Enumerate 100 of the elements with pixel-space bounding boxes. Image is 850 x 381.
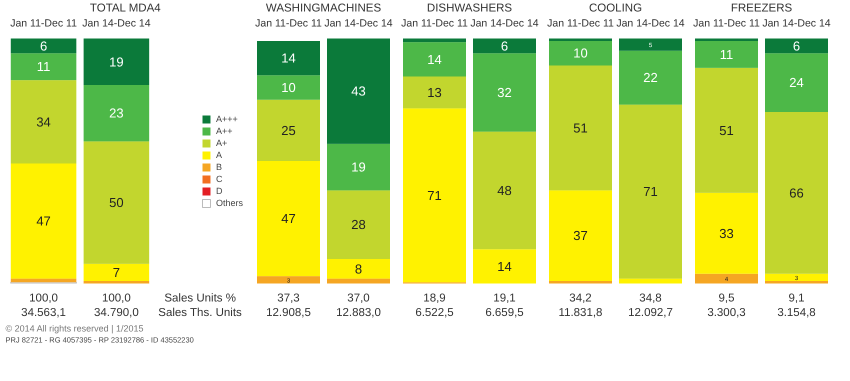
data-label: 7 xyxy=(112,264,120,280)
chart-title: TOTAL MDA4 xyxy=(90,2,162,14)
bar xyxy=(10,53,76,80)
data-label: 19 xyxy=(351,160,366,175)
text: 12.883,0 xyxy=(336,306,381,319)
data-label: 51 xyxy=(719,122,734,138)
data-label: 19 xyxy=(109,54,124,70)
x-tick-label: Jan 14-Dec 14 xyxy=(616,18,685,30)
bar xyxy=(84,264,150,282)
data-label: 37 xyxy=(573,228,588,244)
bar xyxy=(327,144,390,190)
chart-title: WASHINGMACHINES xyxy=(266,2,382,14)
bar xyxy=(765,112,828,274)
bar xyxy=(473,53,536,132)
legend-label: A+++ xyxy=(216,114,238,124)
legend-label: D xyxy=(216,186,224,196)
data-label: 14 xyxy=(497,258,512,274)
text: 100,0 xyxy=(102,292,131,304)
data-label: 6 xyxy=(792,38,800,54)
bar xyxy=(619,278,682,284)
bar xyxy=(84,38,150,86)
data-label: 51 xyxy=(573,120,588,136)
bar xyxy=(403,108,466,282)
text: 9,5 xyxy=(718,292,735,304)
text: 19,1 xyxy=(493,292,516,304)
bar xyxy=(473,132,536,250)
data-label: 50 xyxy=(109,195,124,210)
data-label: 28 xyxy=(351,217,366,232)
bar xyxy=(10,80,76,164)
chart-title: FREEZERS xyxy=(730,2,792,14)
text: 9,1 xyxy=(788,292,805,304)
x-tick-label: Jan 14-Dec 14 xyxy=(762,18,831,30)
data-label: 43 xyxy=(351,84,366,99)
text: 100,0 xyxy=(29,292,58,304)
text: 3.300,3 xyxy=(707,306,746,319)
bar xyxy=(257,75,320,100)
legend-label: C xyxy=(216,174,224,184)
text: Sales Units % xyxy=(164,292,236,304)
bar xyxy=(473,38,536,54)
text: 6.522,5 xyxy=(415,306,454,319)
bar xyxy=(403,42,466,76)
bar xyxy=(765,38,828,54)
text: 37,0 xyxy=(347,292,370,304)
bar xyxy=(327,259,390,279)
data-label: 6 xyxy=(40,38,48,54)
bar xyxy=(619,50,682,105)
data-label: 10 xyxy=(573,46,588,61)
data-label: 47 xyxy=(36,214,51,229)
bar xyxy=(10,163,76,279)
bar xyxy=(257,161,320,276)
bar xyxy=(10,278,76,282)
bar xyxy=(403,76,466,108)
data-label: 13 xyxy=(427,84,442,100)
bar xyxy=(695,68,758,193)
x-tick-label: Jan 11-Dec 11 xyxy=(547,18,614,30)
data-label: 10 xyxy=(281,80,296,95)
legend-label: A++ xyxy=(216,126,234,136)
data-label: 32 xyxy=(497,84,512,100)
bar xyxy=(327,190,390,259)
text: 34,8 xyxy=(639,292,662,304)
text: 6.659,5 xyxy=(485,306,524,319)
x-tick-label: Jan 14-Dec 14 xyxy=(470,18,539,30)
bar xyxy=(619,104,682,279)
legend-label: Others xyxy=(216,198,243,208)
bar xyxy=(327,38,390,144)
bar xyxy=(257,40,320,76)
data-label: 71 xyxy=(427,188,442,203)
x-tick-label: Jan 11-Dec 11 xyxy=(401,18,468,30)
bar xyxy=(327,278,390,284)
data-label: 34 xyxy=(36,114,51,130)
x-tick-label: Jan 14-Dec 14 xyxy=(324,18,393,30)
data-label: 24 xyxy=(789,75,804,90)
data-label: 66 xyxy=(789,185,804,200)
text: © 2014 All rights reserved | 1/2015 xyxy=(6,324,144,334)
bar xyxy=(10,38,76,54)
data-label: 11 xyxy=(36,59,50,74)
x-tick-label: Jan 11-Dec 11 xyxy=(10,18,78,30)
legend-label: A xyxy=(216,150,223,160)
data-label: 8 xyxy=(354,261,362,276)
data-label: 47 xyxy=(281,211,296,226)
data-label: 11 xyxy=(720,46,734,62)
text: Sales Ths. Units xyxy=(158,306,242,319)
bar xyxy=(619,38,682,51)
data-label: 22 xyxy=(643,70,658,86)
legend-label: A+ xyxy=(216,138,228,148)
x-tick-label: Jan 11-Dec 11 xyxy=(693,18,760,30)
chart-title: COOLING xyxy=(588,2,642,14)
bar xyxy=(695,40,758,68)
text: 34.790,0 xyxy=(94,306,139,319)
bar xyxy=(257,276,320,284)
text: 37,3 xyxy=(277,292,300,304)
data-label: 48 xyxy=(497,182,512,198)
data-label: 23 xyxy=(109,106,124,121)
text: 34.563,1 xyxy=(21,306,66,319)
bar xyxy=(695,274,758,284)
data-label: 14 xyxy=(281,50,296,66)
text: 18,9 xyxy=(423,292,446,304)
bar xyxy=(695,192,758,274)
data-label: 33 xyxy=(719,226,734,241)
data-label: 14 xyxy=(427,52,442,67)
